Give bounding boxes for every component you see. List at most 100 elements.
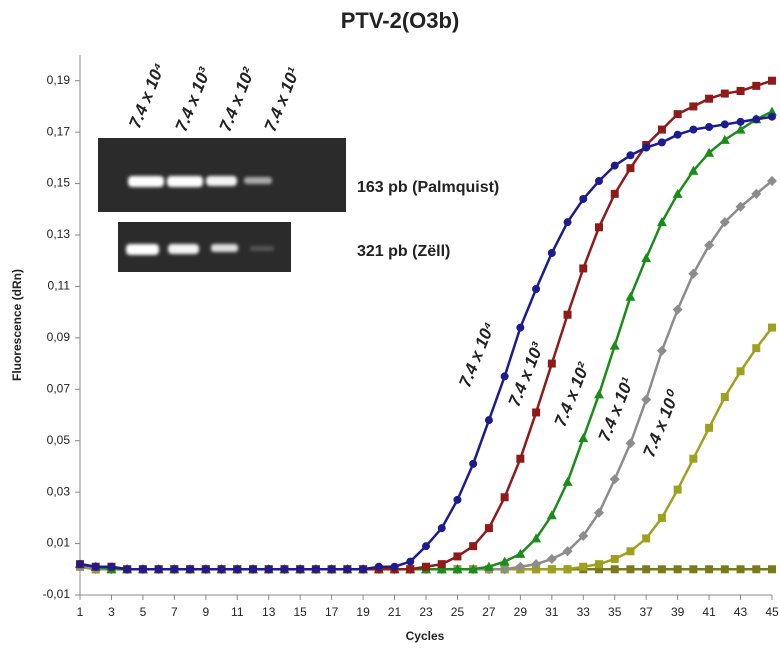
- marker: [688, 268, 699, 279]
- gel-band: [168, 244, 199, 254]
- x-tick-label: 37: [640, 605, 654, 619]
- marker: [359, 565, 368, 574]
- marker: [532, 408, 541, 417]
- marker: [719, 217, 730, 228]
- x-tick-label: 19: [356, 605, 370, 619]
- x-tick-label: 7: [171, 605, 178, 619]
- marker: [736, 367, 745, 376]
- marker: [594, 389, 604, 399]
- x-tick-label: 13: [262, 605, 276, 619]
- curve-label: 7.4 x 10⁴: [455, 319, 498, 390]
- marker: [609, 340, 620, 350]
- marker: [719, 134, 730, 144]
- x-tick-label: 41: [702, 605, 716, 619]
- marker: [656, 345, 667, 356]
- marker: [280, 565, 289, 574]
- marker: [483, 561, 494, 571]
- marker: [626, 565, 635, 574]
- marker: [626, 151, 635, 160]
- marker: [767, 176, 777, 186]
- marker: [484, 524, 493, 533]
- marker: [642, 534, 651, 543]
- marker: [689, 454, 698, 463]
- marker: [752, 115, 761, 124]
- marker: [768, 565, 776, 574]
- marker: [704, 240, 715, 251]
- y-tick-label: 0,09: [47, 330, 71, 344]
- marker: [594, 507, 604, 518]
- marker: [437, 524, 446, 533]
- marker: [641, 394, 652, 405]
- marker: [531, 559, 542, 570]
- marker: [233, 565, 242, 574]
- marker: [736, 87, 745, 95]
- x-axis-title: Cycles: [406, 629, 445, 643]
- y-axis-title: Fluorescence (dRn): [10, 269, 24, 381]
- marker: [452, 564, 463, 574]
- x-tick-label: 23: [419, 605, 433, 619]
- marker: [562, 546, 573, 557]
- marker: [499, 556, 510, 566]
- marker: [689, 102, 698, 111]
- y-tick-label: 0,05: [47, 433, 71, 447]
- marker: [610, 555, 619, 563]
- marker: [625, 291, 636, 301]
- y-tick-label: -0,01: [43, 587, 71, 601]
- marker: [751, 188, 762, 199]
- marker: [531, 533, 542, 543]
- marker: [201, 565, 210, 574]
- x-tick-label: 5: [140, 605, 147, 619]
- marker: [170, 565, 179, 574]
- x-tick-label: 35: [608, 605, 622, 619]
- series: [76, 323, 776, 574]
- x-tick-label: 43: [734, 605, 748, 619]
- x-tick-label: 15: [294, 605, 308, 619]
- marker: [547, 359, 556, 368]
- gel-band-label: 321 pb (Zëll): [357, 243, 450, 260]
- gel-band: [211, 244, 238, 252]
- marker: [705, 123, 714, 131]
- marker: [672, 304, 683, 315]
- marker: [547, 249, 556, 257]
- marker: [672, 188, 683, 198]
- marker: [595, 565, 603, 574]
- marker: [768, 112, 776, 121]
- series: [76, 112, 776, 574]
- marker: [249, 565, 257, 574]
- marker: [515, 548, 526, 558]
- marker: [595, 223, 603, 232]
- marker: [656, 217, 667, 227]
- marker: [625, 438, 636, 449]
- x-tick-label: 11: [231, 605, 244, 619]
- marker: [563, 565, 572, 574]
- marker: [735, 124, 746, 134]
- marker: [437, 560, 446, 569]
- marker: [720, 565, 729, 574]
- gel-lane-label: 7.4 x 10⁴: [125, 60, 168, 131]
- gel-band: [244, 177, 272, 184]
- marker: [736, 117, 745, 126]
- marker: [595, 560, 603, 569]
- x-tick-label: 9: [202, 605, 209, 619]
- x-tick-label: 33: [577, 605, 591, 619]
- marker: [735, 201, 746, 212]
- marker: [296, 565, 305, 574]
- marker: [673, 565, 682, 574]
- x-tick-label: 45: [765, 605, 779, 619]
- x-tick-label: 31: [545, 605, 559, 619]
- gel-band-label: 163 pb (Palmquist): [357, 179, 499, 196]
- marker: [595, 177, 603, 185]
- marker: [626, 164, 635, 173]
- x-tick-label: 25: [451, 605, 465, 619]
- y-tick-label: 0,07: [47, 381, 71, 395]
- x-tick-label: 21: [388, 605, 402, 619]
- marker: [311, 565, 320, 574]
- marker: [546, 510, 557, 520]
- marker: [610, 189, 619, 198]
- marker: [516, 323, 525, 332]
- marker: [217, 565, 226, 574]
- marker: [752, 81, 761, 90]
- y-tick-label: 0,15: [47, 176, 71, 190]
- x-tick-label: 39: [671, 605, 685, 619]
- marker: [468, 564, 479, 574]
